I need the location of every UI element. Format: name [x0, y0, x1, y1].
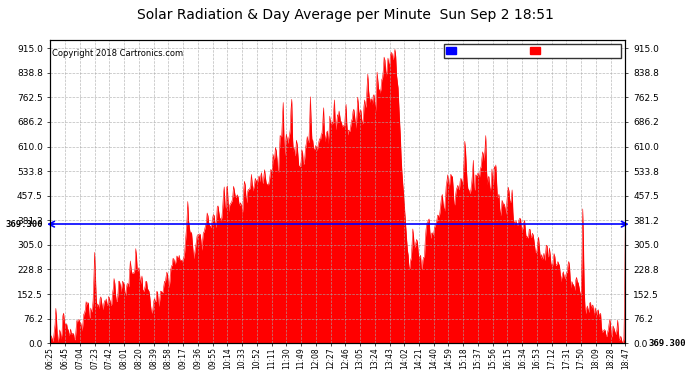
Legend: Median (w/m2), Radiation (w/m2): Median (w/m2), Radiation (w/m2): [444, 44, 621, 58]
Text: 369.300: 369.300: [649, 339, 686, 348]
Text: Copyright 2018 Cartronics.com: Copyright 2018 Cartronics.com: [52, 49, 183, 58]
Text: 369.300: 369.300: [5, 220, 43, 229]
Text: Solar Radiation & Day Average per Minute  Sun Sep 2 18:51: Solar Radiation & Day Average per Minute…: [137, 8, 553, 21]
